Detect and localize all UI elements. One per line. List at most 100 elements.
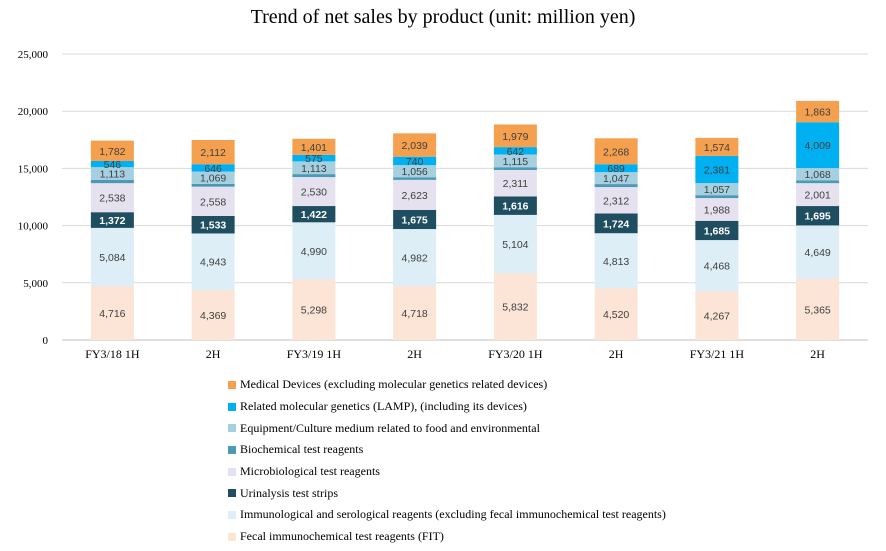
bar-segment (90, 167, 134, 180)
data-label: 2,623 (401, 190, 427, 202)
data-label: 1,685 (704, 225, 730, 237)
bar-segment (191, 183, 235, 187)
legend-label: Medical Devices (excluding molecular gen… (240, 377, 548, 392)
data-label: 1,401 (301, 142, 327, 154)
data-label: 5,084 (99, 252, 125, 264)
bar-segment (90, 212, 134, 228)
bar-segment (191, 140, 235, 165)
bar-segment (393, 286, 437, 340)
bar-segment (796, 183, 840, 207)
bar-segment (695, 183, 739, 196)
bar-segment (594, 138, 638, 165)
data-label: 4,990 (301, 246, 327, 258)
legend-label: Fecal immunochemical test reagents (FIT) (240, 529, 444, 544)
data-label: 1,047 (603, 173, 629, 185)
bar-segment (695, 220, 739, 241)
bar-segment (796, 180, 840, 184)
data-label: 2,312 (603, 195, 629, 207)
bar-segment (493, 167, 537, 170)
chart-title: Trend of net sales by product (unit: mil… (250, 6, 636, 28)
data-label: 5,104 (502, 239, 528, 251)
bar-segment (594, 187, 638, 214)
legend-item: Medical Devices (excluding molecular gen… (228, 374, 666, 396)
data-label: 575 (305, 153, 323, 165)
data-label: 1,113 (100, 169, 126, 181)
bar-segment (191, 186, 235, 216)
bar-segment (292, 138, 336, 155)
data-label: 2,381 (704, 164, 730, 176)
bar-segment (493, 154, 537, 168)
legend-item: Related molecular genetics (LAMP), (incl… (228, 396, 666, 418)
data-label: 546 (104, 159, 122, 171)
bar-segment (393, 179, 437, 210)
legend-label: Urinalysis test strips (240, 485, 338, 500)
bar-segment (695, 195, 739, 199)
bar-segment (292, 161, 336, 175)
bar-segment (292, 154, 336, 162)
data-label: 1,069 (200, 173, 226, 185)
data-label: 1,695 (804, 211, 830, 223)
y-tick-label: 10,000 (18, 221, 49, 233)
bar-segment (393, 133, 437, 157)
bar-segment (191, 164, 235, 172)
bar-segment (393, 156, 437, 166)
legend-item: Immunological and serological reagents (… (228, 504, 666, 526)
bar-segment (493, 124, 537, 148)
data-label: 1,533 (200, 220, 226, 232)
data-label: 1,988 (704, 204, 730, 216)
bar-segment (393, 209, 437, 230)
x-tick-label: 2H (609, 347, 624, 361)
data-label: 2,039 (401, 140, 427, 152)
legend-item: Fecal immunochemical test reagents (FIT) (228, 526, 666, 548)
bar-segment (191, 215, 235, 234)
data-label: 4,009 (804, 140, 830, 152)
data-label: 4,718 (401, 308, 427, 320)
data-label: 1,422 (301, 209, 327, 221)
bar-segment (594, 288, 638, 340)
bar-segment (796, 278, 840, 340)
bar-segment (695, 198, 739, 221)
bar-segment (796, 225, 840, 279)
bar-segment (695, 155, 739, 184)
data-label: 4,520 (603, 309, 629, 321)
legend-label: Microbiological test reagents (240, 464, 380, 479)
bar-segment (493, 273, 537, 340)
y-tick-label: 25,000 (18, 49, 49, 61)
bar-segment (493, 169, 537, 197)
bar-segment (90, 140, 134, 161)
bar-segment (796, 100, 840, 123)
bar-segment (191, 171, 235, 184)
bar-segment (292, 222, 336, 280)
bar-segment (90, 227, 134, 287)
data-label: 5,832 (502, 302, 528, 314)
legend-swatch (228, 510, 236, 519)
legend-swatch (228, 402, 236, 411)
data-label: 4,267 (704, 311, 730, 323)
y-tick-label: 20,000 (18, 106, 49, 118)
data-label: 4,813 (603, 256, 629, 268)
bar-segment (191, 290, 235, 340)
data-label: 1,574 (704, 142, 730, 154)
bar-segment (695, 240, 739, 292)
chart-legend: Medical Devices (excluding molecular gen… (228, 374, 666, 548)
bar-segment (493, 214, 537, 274)
data-label: 1,782 (99, 146, 125, 158)
data-label: 1,979 (502, 131, 528, 143)
data-label: 1,115 (503, 156, 529, 168)
bar-segment (493, 196, 537, 215)
data-label: 1,113 (301, 163, 327, 175)
bar-segment (90, 179, 134, 184)
x-tick-label: FY3/18 1H (85, 347, 140, 361)
data-label: 1,372 (99, 215, 125, 227)
bar-segment (796, 206, 840, 226)
data-label: 4,649 (804, 247, 830, 259)
bar-segment (393, 165, 437, 178)
bar-segment (191, 233, 235, 291)
bar-segment (292, 177, 336, 207)
bar-segment (796, 168, 840, 181)
bar-segment (90, 286, 134, 340)
data-label: 740 (406, 156, 424, 168)
x-tick-label: 2H (407, 347, 422, 361)
x-tick-label: FY3/20 1H (488, 347, 543, 361)
